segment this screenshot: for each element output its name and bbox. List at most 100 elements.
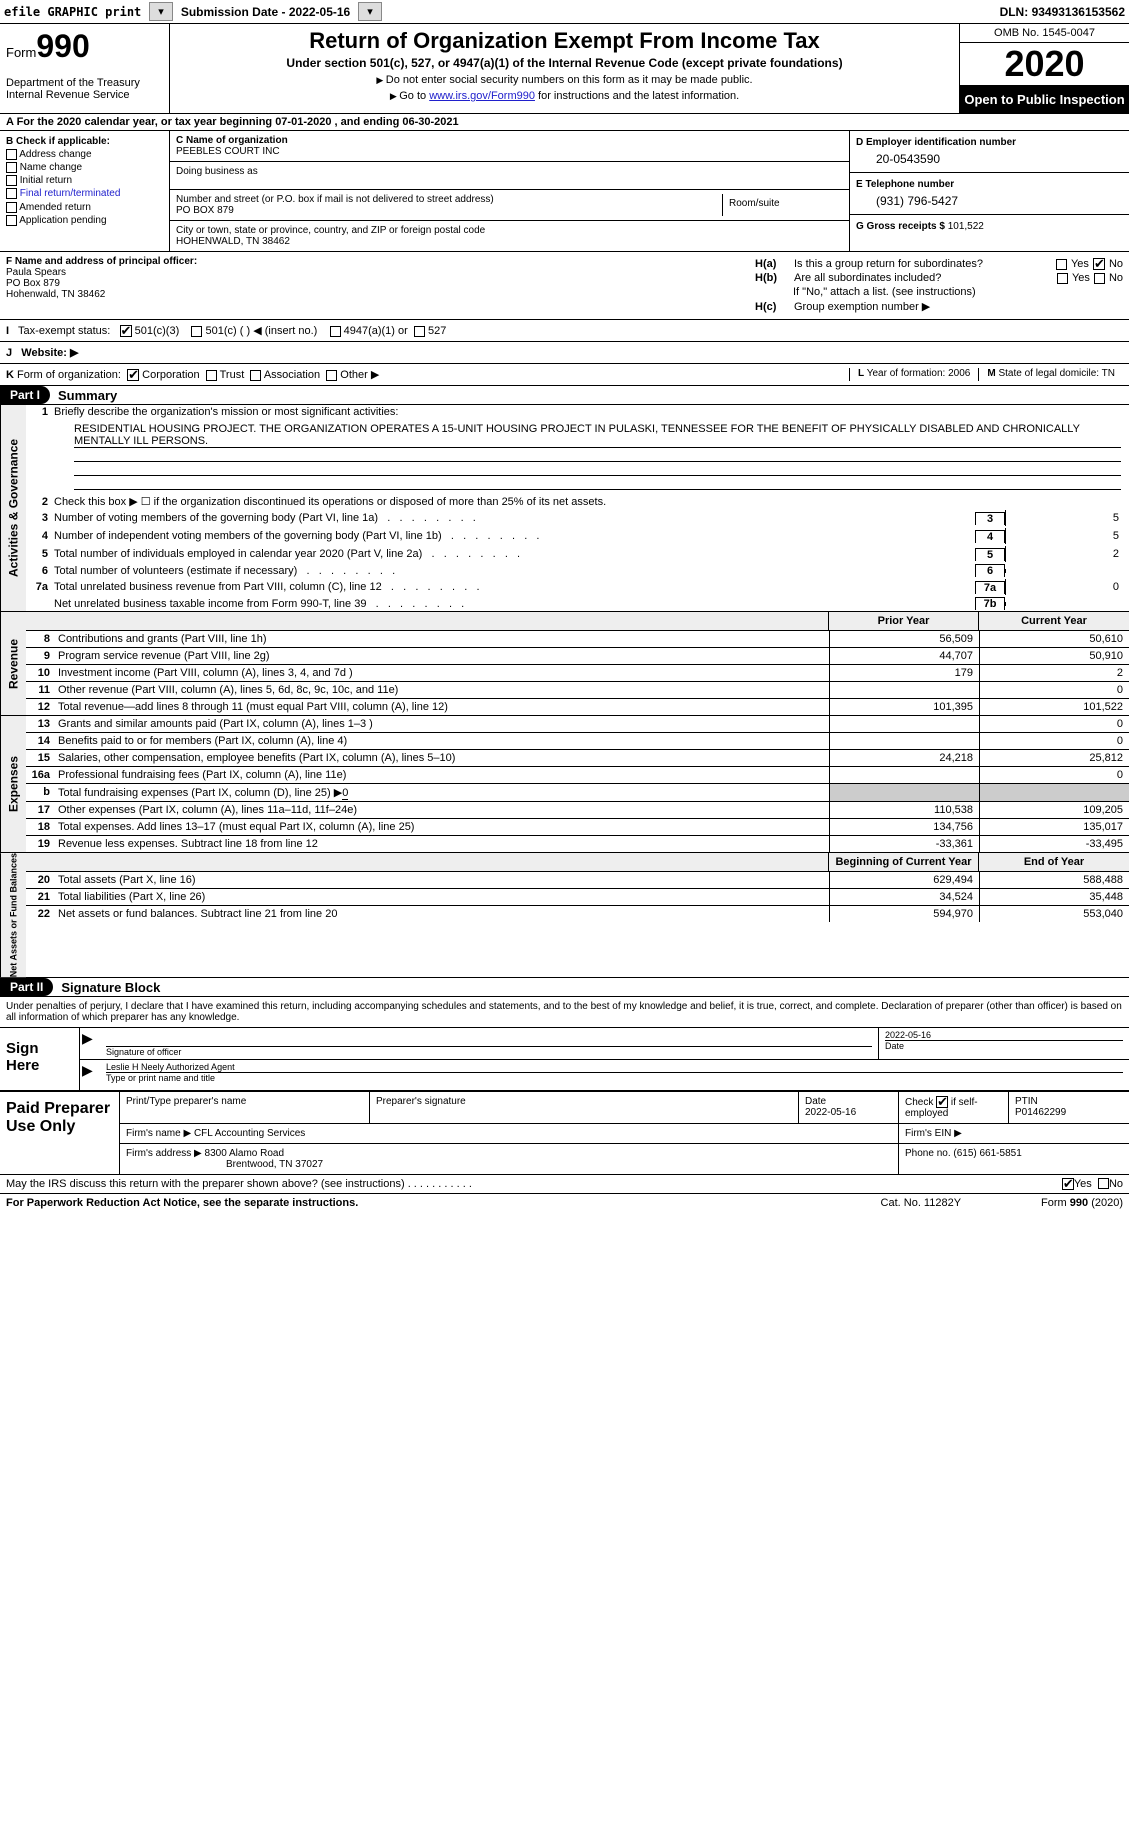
l5-text: Total number of individuals employed in … bbox=[54, 548, 975, 560]
form-header: Form990 Department of the Treasury Inter… bbox=[0, 24, 1129, 114]
part2-title: Signature Block bbox=[53, 980, 160, 995]
f-name: Paula Spears bbox=[6, 267, 743, 278]
row-14: 14Benefits paid to or for members (Part … bbox=[26, 732, 1129, 749]
preparer-right: Print/Type preparer's name Preparer's si… bbox=[120, 1092, 1129, 1174]
l7a-val: 0 bbox=[1005, 579, 1125, 595]
d-ein: D Employer identification number 20-0543… bbox=[850, 131, 1129, 173]
c-addr: Number and street (or P.O. box if mail i… bbox=[170, 190, 849, 221]
l4-box: 4 bbox=[975, 530, 1005, 543]
line-4: 4 Number of independent voting members o… bbox=[26, 527, 1129, 545]
prep-date-cell: Date2022-05-16 bbox=[799, 1092, 899, 1123]
h-b-note: If "No," attach a list. (see instruction… bbox=[755, 286, 1123, 298]
line-5: 5 Total number of individuals employed i… bbox=[26, 545, 1129, 563]
sig-grid: Sign Here ▶ Signature of officer 2022-05… bbox=[0, 1027, 1129, 1090]
row-a: A For the 2020 calendar year, or tax yea… bbox=[0, 114, 1129, 131]
l7a-box: 7a bbox=[975, 581, 1005, 594]
header-mid: Return of Organization Exempt From Incom… bbox=[170, 24, 959, 113]
department: Department of the Treasury Internal Reve… bbox=[6, 77, 163, 101]
line-3: 3 Number of voting members of the govern… bbox=[26, 509, 1129, 527]
l3-num: 3 bbox=[30, 512, 54, 524]
sig-row-1: ▶ Signature of officer 2022-05-16 Date bbox=[80, 1028, 1129, 1060]
ha-no-box bbox=[1093, 258, 1105, 270]
c-city: City or town, state or province, country… bbox=[170, 221, 849, 251]
i-527-box bbox=[414, 326, 425, 337]
part2-label: Part II bbox=[0, 978, 53, 996]
note-ssn: Do not enter social security numbers on … bbox=[178, 74, 951, 86]
prep-firm-ein: Firm's EIN ▶ bbox=[899, 1124, 1129, 1143]
prep-row-3: Firm's address ▶ 8300 Alamo Road Brentwo… bbox=[120, 1144, 1129, 1174]
expenses-body: 13Grants and similar amounts paid (Part … bbox=[26, 716, 1129, 852]
l3-text: Number of voting members of the governin… bbox=[54, 512, 975, 524]
hdr-current: Current Year bbox=[979, 612, 1129, 630]
l-formation: L Year of formation: 2006 bbox=[849, 368, 978, 381]
hb-no: No bbox=[1109, 272, 1123, 284]
h-a: H(a) Is this a group return for subordin… bbox=[755, 258, 1123, 270]
sig-officer-label: Signature of officer bbox=[106, 1046, 872, 1057]
print-button[interactable]: ▾ bbox=[149, 2, 173, 21]
sig-date-label: Date bbox=[885, 1040, 1123, 1051]
i-527: 527 bbox=[428, 325, 446, 337]
l5-num: 5 bbox=[30, 548, 54, 560]
footer-mid: Cat. No. 11282Y bbox=[881, 1197, 962, 1209]
preparer-block: Paid Preparer Use Only Print/Type prepar… bbox=[0, 1091, 1129, 1175]
l5-val: 2 bbox=[1005, 546, 1125, 562]
irs-link[interactable]: www.irs.gov/Form990 bbox=[429, 90, 535, 102]
c-city-value: HOHENWALD, TN 38462 bbox=[176, 236, 290, 247]
k-trust: Trust bbox=[220, 369, 245, 381]
c-dba: Doing business as bbox=[170, 162, 849, 190]
ha-yes-box bbox=[1056, 259, 1067, 270]
sig-name-value: Leslie H Neely Authorized Agent bbox=[106, 1062, 1123, 1072]
k-label: K bbox=[6, 369, 14, 381]
l4-text: Number of independent voting members of … bbox=[54, 530, 975, 542]
page-footer: For Paperwork Reduction Act Notice, see … bbox=[0, 1194, 1129, 1212]
part1-header: Part I Summary bbox=[0, 386, 1129, 405]
cb-amended: Amended return bbox=[6, 201, 163, 214]
sig-name-cell: Leslie H Neely Authorized Agent Type or … bbox=[100, 1060, 1129, 1090]
sig-name-label: Type or print name and title bbox=[106, 1072, 1123, 1083]
line-1: 1 Briefly describe the organization's mi… bbox=[26, 405, 1129, 419]
c-room-label: Room/suite bbox=[723, 194, 843, 216]
form-subtitle: Under section 501(c), 527, or 4947(a)(1)… bbox=[178, 56, 951, 70]
k-corp-box bbox=[127, 369, 139, 381]
dln-value: 93493136153562 bbox=[1032, 5, 1125, 19]
h-c: H(c) Group exemption number ▶ bbox=[755, 300, 1123, 313]
f-officer: F Name and address of principal officer:… bbox=[0, 252, 749, 319]
i-501c: 501(c) ( ) ◀ (insert no.) bbox=[206, 325, 318, 337]
date-dropdown[interactable]: ▾ bbox=[358, 2, 382, 21]
section-klm: K Form of organization: Corporation Trus… bbox=[0, 364, 1129, 386]
l5-box: 5 bbox=[975, 548, 1005, 561]
submission-date: Submission Date - 2022-05-16 bbox=[181, 5, 350, 19]
discuss-yes-box bbox=[1062, 1178, 1074, 1190]
e-phone: E Telephone number (931) 796-5427 bbox=[850, 173, 1129, 215]
l6-text: Total number of volunteers (estimate if … bbox=[54, 565, 975, 577]
prep-phone: Phone no. (615) 661-5851 bbox=[899, 1144, 1129, 1174]
i-501c3: 501(c)(3) bbox=[135, 325, 180, 337]
k-other: Other ▶ bbox=[340, 369, 379, 381]
form-num: 990 bbox=[36, 28, 89, 64]
ha-no: No bbox=[1109, 258, 1123, 270]
l6-val bbox=[1005, 569, 1125, 573]
line-2: 2 Check this box ▶ ☐ if the organization… bbox=[26, 494, 1129, 509]
i-text: Tax-exempt status: bbox=[18, 325, 110, 337]
hb-yes-box bbox=[1057, 273, 1068, 284]
k-trust-box bbox=[206, 370, 217, 381]
revenue-body: Prior Year Current Year 8Contributions a… bbox=[26, 612, 1129, 715]
hc-text: Group exemption number ▶ bbox=[794, 300, 930, 313]
c-city-label: City or town, state or province, country… bbox=[176, 225, 485, 236]
dln-label: DLN: bbox=[1000, 5, 1032, 19]
row-16a: 16aProfessional fundraising fees (Part I… bbox=[26, 766, 1129, 783]
row-21: 21Total liabilities (Part X, line 26)34,… bbox=[26, 888, 1129, 905]
k-assoc-box bbox=[250, 370, 261, 381]
sig-declaration: Under penalties of perjury, I declare th… bbox=[0, 997, 1129, 1027]
c-addr-label: Number and street (or P.O. box if mail i… bbox=[176, 194, 494, 205]
row-8: 8Contributions and grants (Part VIII, li… bbox=[26, 630, 1129, 647]
i-label: I bbox=[6, 325, 9, 337]
l7b-val bbox=[1005, 602, 1125, 606]
l6-num: 6 bbox=[30, 565, 54, 577]
hb-label: H(b) bbox=[755, 272, 790, 284]
row-13: 13Grants and similar amounts paid (Part … bbox=[26, 716, 1129, 732]
d-ein-value: 20-0543590 bbox=[856, 148, 1123, 166]
section-bcd: B Check if applicable: Address change Na… bbox=[0, 131, 1129, 252]
hb-yes: Yes bbox=[1072, 272, 1090, 284]
dln: DLN: 93493136153562 bbox=[1000, 5, 1125, 19]
